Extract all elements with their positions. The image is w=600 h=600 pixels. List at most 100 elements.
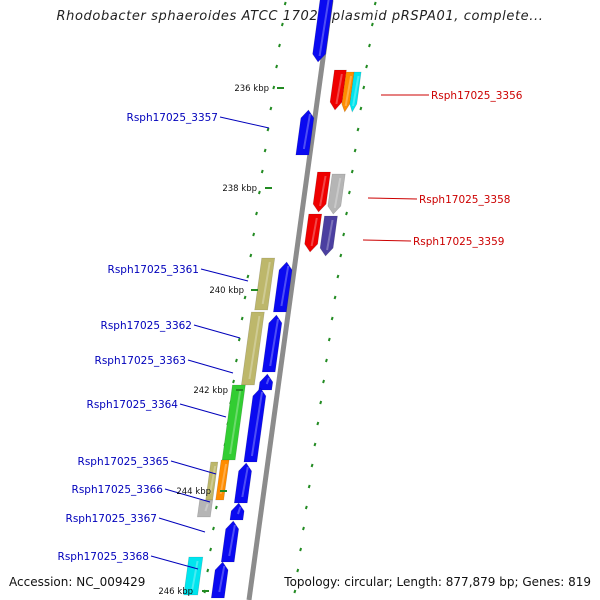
gene-3358-red[interactable]: [312, 171, 331, 213]
gene-highlight: [326, 219, 334, 251]
gene-highlight: [228, 524, 236, 557]
tick-mark: [296, 568, 300, 573]
gene-highlight: [302, 113, 312, 150]
gene-highlight: [269, 318, 279, 367]
gene-highlight: [237, 506, 242, 515]
tick-mark: [243, 295, 247, 300]
gene-label-left[interactable]: Rsph17025_3361: [108, 264, 199, 276]
tick-mark: [263, 148, 267, 153]
tick-mark: [313, 442, 317, 447]
leader-line: [367, 197, 418, 200]
leader-line: [200, 268, 249, 282]
gene-label-left[interactable]: Rsph17025_3363: [95, 355, 186, 367]
gene-label-left[interactable]: Rsph17025_3357: [127, 112, 218, 124]
gene-3362-khaki[interactable]: [241, 311, 265, 386]
gene-3364-green[interactable]: [221, 384, 246, 461]
tick-mark: [214, 505, 218, 510]
kbp-label: 238 kbp: [222, 184, 257, 194]
tick-mark: [319, 400, 323, 405]
gene-highlight: [318, 0, 330, 57]
gene-label-right[interactable]: Rsph17025_3356: [431, 90, 523, 102]
gene-3365-orange[interactable]: [215, 459, 230, 501]
tick-mark: [336, 274, 340, 279]
gene-highlight: [319, 175, 327, 207]
leader-line: [170, 460, 217, 475]
gene-label-right[interactable]: Rsph17025_3359: [413, 236, 504, 248]
gene-3362-blue[interactable]: [261, 314, 283, 373]
tick-mark: [368, 43, 371, 48]
gene-highlight: [352, 75, 360, 107]
tick-mark: [237, 337, 241, 342]
gene-label-right[interactable]: Rsph17025_3358: [419, 194, 510, 206]
leader-line: [150, 555, 199, 570]
gene-3367[interactable]: [220, 520, 240, 563]
gene-3361-khaki[interactable]: [254, 257, 276, 311]
gene-3366-gray[interactable]: [196, 499, 214, 518]
leader-line: [362, 239, 412, 242]
gene-highlight: [229, 388, 242, 455]
gene-3356-cyan[interactable]: [349, 71, 362, 113]
tick-mark: [330, 316, 334, 321]
gene-labels[interactable]: Rsph17025_3357 Rsph17025_3361 Rsph17025_33…: [58, 90, 523, 563]
tick-mark: [206, 568, 210, 573]
tick-mark: [293, 589, 297, 594]
gene-label-left[interactable]: Rsph17025_3368: [58, 551, 149, 563]
tick-mark: [212, 526, 215, 531]
tick-mark: [246, 274, 250, 279]
gene-highlight: [310, 217, 318, 247]
gene-3368-blue[interactable]: [210, 561, 229, 599]
gene-highlight: [335, 73, 343, 105]
tick-mark: [310, 463, 314, 468]
gene-3356-red[interactable]: [329, 69, 347, 111]
gene-highlight: [204, 503, 209, 512]
gene-3358-gray[interactable]: [327, 173, 346, 215]
leader-line: [219, 116, 270, 129]
tick-mark: [327, 337, 331, 342]
gene-3361-blue[interactable]: [273, 261, 293, 313]
tick-mark: [280, 22, 284, 27]
gene-3359-navy[interactable]: [319, 215, 338, 257]
tick-mark: [269, 106, 273, 111]
gene-features[interactable]: [183, 0, 362, 599]
tick-mark: [304, 505, 308, 510]
gene-highlight: [333, 177, 342, 209]
gene-label-left[interactable]: Rsph17025_3364: [87, 399, 179, 411]
tick-mark: [373, 1, 377, 6]
gene-label-left[interactable]: Rsph17025_3366: [72, 484, 164, 496]
tick-mark: [275, 64, 279, 69]
gene-highlight: [344, 75, 353, 107]
tick-mark: [356, 127, 360, 132]
gene-label-left[interactable]: Rsph17025_3362: [101, 320, 192, 332]
gene-3356-orange[interactable]: [341, 71, 355, 113]
gene-3357[interactable]: [295, 109, 315, 156]
leader-line: [164, 488, 211, 503]
tick-mark: [353, 148, 357, 153]
gene-highlight: [280, 265, 290, 307]
tick-mark: [345, 211, 348, 216]
tick-mark: [322, 379, 326, 384]
gene-label-left[interactable]: Rsph17025_3365: [78, 456, 169, 468]
tick-mark: [350, 169, 354, 174]
ticks-right: [293, 1, 377, 594]
gene-highlight: [261, 261, 271, 305]
topology-summary: Topology: circular; Length: 877,879 bp; …: [284, 575, 591, 589]
tick-mark: [232, 379, 236, 384]
tick-mark: [299, 547, 303, 552]
tick-mark: [339, 253, 343, 258]
tick-mark: [283, 1, 287, 6]
gene-3366-blue[interactable]: [229, 502, 245, 521]
tick-mark: [302, 526, 305, 531]
tick-mark: [272, 85, 276, 90]
tick-mark: [260, 169, 264, 174]
accession-text: Accession: NC_009429: [9, 575, 146, 589]
gene-3359-red[interactable]: [304, 213, 323, 253]
tick-mark: [365, 64, 369, 69]
gene-3363[interactable]: [258, 373, 274, 391]
gene-highlight: [250, 391, 264, 457]
kbp-label: 240 kbp: [209, 286, 244, 296]
gene-label-left[interactable]: Rsph17025_3367: [66, 513, 157, 525]
gene-3364-blue[interactable]: [243, 387, 267, 463]
gene-blue-top[interactable]: [312, 0, 334, 63]
gene-3365-blue[interactable]: [233, 462, 252, 504]
